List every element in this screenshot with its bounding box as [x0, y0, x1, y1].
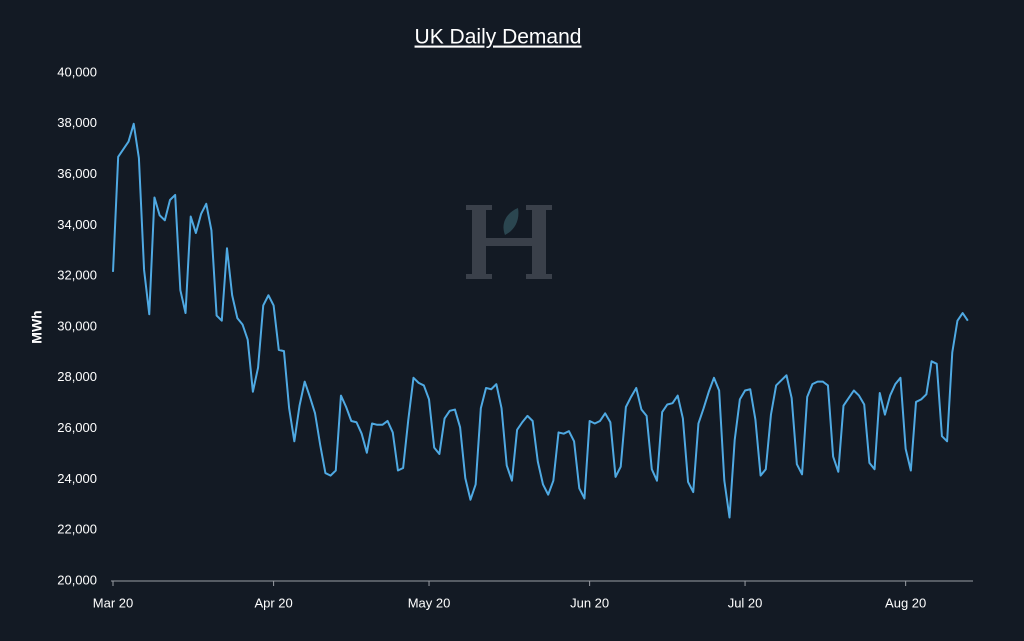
y-axis-label: MWh — [29, 310, 45, 343]
y-tick-label: 38,000 — [57, 115, 97, 130]
y-tick-label: 26,000 — [57, 420, 97, 435]
x-tick-label: Mar 20 — [93, 595, 133, 610]
x-tick-label: Aug 20 — [885, 595, 926, 610]
y-tick-label: 34,000 — [57, 217, 97, 232]
y-tick-label: 40,000 — [57, 64, 97, 79]
y-tick-label: 20,000 — [57, 572, 97, 587]
y-tick-label: 30,000 — [57, 318, 97, 333]
x-tick-label: May 20 — [408, 595, 451, 610]
y-tick-label: 36,000 — [57, 166, 97, 181]
y-tick-label: 22,000 — [57, 522, 97, 537]
x-tick-label: Jul 20 — [728, 595, 763, 610]
x-tick-label: Apr 20 — [254, 595, 292, 610]
x-tick-label: Jun 20 — [570, 595, 609, 610]
watermark-logo — [466, 205, 552, 279]
data-line — [112, 122, 969, 519]
y-tick-label: 24,000 — [57, 471, 97, 486]
y-tick-label: 32,000 — [57, 268, 97, 283]
chart-title: UK Daily Demand — [415, 26, 582, 49]
y-tick-label: 28,000 — [57, 369, 97, 384]
